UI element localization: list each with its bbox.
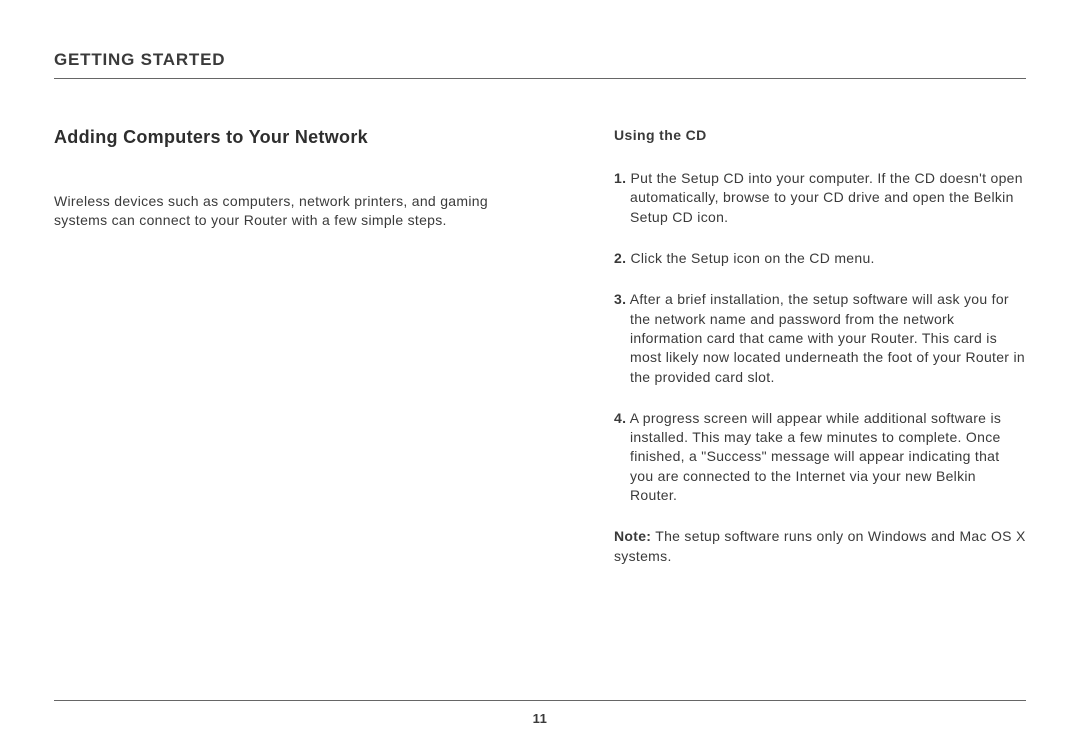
intro-paragraph: Wireless devices such as computers, netw…: [54, 192, 494, 230]
step-4-text: A progress screen will appear while addi…: [626, 410, 1001, 503]
step-2: 2. Click the Setup icon on the CD menu.: [614, 249, 1026, 268]
step-3-number: 3.: [614, 291, 626, 307]
note-text: The setup software runs only on Windows …: [614, 528, 1026, 563]
page-header-title: GETTING STARTED: [54, 50, 1026, 70]
step-2-number: 2.: [614, 250, 626, 266]
header-divider: [54, 78, 1026, 79]
step-1: 1. Put the Setup CD into your computer. …: [614, 169, 1026, 227]
step-1-number: 1.: [614, 170, 626, 186]
section-title: Adding Computers to Your Network: [54, 127, 494, 148]
content-columns: Adding Computers to Your Network Wireles…: [54, 127, 1026, 566]
step-3-text: After a brief installation, the setup so…: [626, 291, 1025, 384]
note-label: Note:: [614, 528, 651, 544]
step-4: 4. A progress screen will appear while a…: [614, 409, 1026, 506]
sub-title: Using the CD: [614, 127, 1026, 143]
note: Note: The setup software runs only on Wi…: [614, 527, 1026, 566]
footer: 11: [54, 700, 1026, 726]
left-column: Adding Computers to Your Network Wireles…: [54, 127, 494, 566]
right-column: Using the CD 1. Put the Setup CD into yo…: [614, 127, 1026, 566]
page-number: 11: [54, 711, 1026, 726]
step-1-text: Put the Setup CD into your computer. If …: [626, 170, 1023, 225]
step-2-text: Click the Setup icon on the CD menu.: [626, 250, 874, 266]
step-3: 3. After a brief installation, the setup…: [614, 290, 1026, 387]
footer-divider: [54, 700, 1026, 701]
step-4-number: 4.: [614, 410, 626, 426]
